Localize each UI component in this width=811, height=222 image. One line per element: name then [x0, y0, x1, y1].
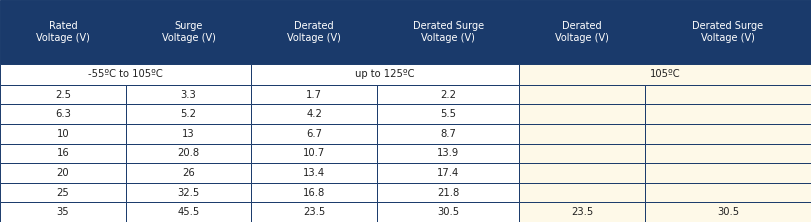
Bar — [251, 124, 377, 144]
Bar — [251, 63, 519, 85]
Bar — [126, 183, 251, 202]
Bar — [519, 63, 811, 85]
Bar — [377, 104, 519, 124]
Bar — [126, 202, 251, 222]
Bar — [0, 0, 126, 63]
Text: 16.8: 16.8 — [303, 188, 325, 198]
Bar — [0, 104, 126, 124]
Text: 23.5: 23.5 — [303, 207, 325, 217]
Text: 4.2: 4.2 — [307, 109, 322, 119]
Bar — [645, 104, 811, 124]
Bar — [645, 163, 811, 183]
Text: 16: 16 — [57, 148, 69, 158]
Text: 17.4: 17.4 — [437, 168, 459, 178]
Text: 105ºC: 105ºC — [650, 69, 680, 79]
Bar — [645, 144, 811, 163]
Text: 6.3: 6.3 — [55, 109, 71, 119]
Bar — [519, 183, 645, 202]
Text: 8.7: 8.7 — [440, 129, 456, 139]
Bar — [251, 0, 377, 63]
Text: Derated
Voltage (V): Derated Voltage (V) — [287, 21, 341, 43]
Bar — [126, 0, 251, 63]
Text: 1.7: 1.7 — [307, 89, 322, 99]
Text: up to 125ºC: up to 125ºC — [355, 69, 415, 79]
Text: 20: 20 — [57, 168, 69, 178]
Bar — [645, 202, 811, 222]
Bar — [251, 144, 377, 163]
Bar — [377, 124, 519, 144]
Text: 45.5: 45.5 — [178, 207, 200, 217]
Text: 35: 35 — [57, 207, 69, 217]
Bar — [645, 0, 811, 63]
Bar — [0, 144, 126, 163]
Bar — [519, 124, 645, 144]
Text: 13.4: 13.4 — [303, 168, 325, 178]
Text: 32.5: 32.5 — [178, 188, 200, 198]
Bar — [519, 144, 645, 163]
Text: Surge
Voltage (V): Surge Voltage (V) — [161, 21, 216, 43]
Bar — [251, 163, 377, 183]
Bar — [251, 202, 377, 222]
Text: 13.9: 13.9 — [437, 148, 459, 158]
Bar — [251, 183, 377, 202]
Text: Derated Surge
Voltage (V): Derated Surge Voltage (V) — [693, 21, 763, 43]
Bar — [377, 163, 519, 183]
Text: 25: 25 — [57, 188, 69, 198]
Bar — [0, 85, 126, 104]
Text: 13: 13 — [182, 129, 195, 139]
Text: 6.7: 6.7 — [307, 129, 322, 139]
Bar — [645, 183, 811, 202]
Text: Derated
Voltage (V): Derated Voltage (V) — [555, 21, 609, 43]
Bar — [645, 85, 811, 104]
Bar — [126, 104, 251, 124]
Text: -55ºC to 105ºC: -55ºC to 105ºC — [88, 69, 163, 79]
Text: 30.5: 30.5 — [717, 207, 739, 217]
Bar — [251, 104, 377, 124]
Bar — [519, 0, 645, 63]
Bar — [519, 163, 645, 183]
Text: 10: 10 — [57, 129, 69, 139]
Bar — [0, 124, 126, 144]
Bar — [519, 85, 645, 104]
Text: Rated
Voltage (V): Rated Voltage (V) — [36, 21, 90, 43]
Bar — [0, 163, 126, 183]
Text: 30.5: 30.5 — [437, 207, 459, 217]
Text: 2.5: 2.5 — [55, 89, 71, 99]
Bar — [0, 202, 126, 222]
Bar — [377, 144, 519, 163]
Bar — [126, 163, 251, 183]
Text: 26: 26 — [182, 168, 195, 178]
Bar — [519, 104, 645, 124]
Text: 3.3: 3.3 — [181, 89, 196, 99]
Bar — [251, 85, 377, 104]
Bar — [0, 63, 251, 85]
Text: 10.7: 10.7 — [303, 148, 325, 158]
Text: 5.5: 5.5 — [440, 109, 456, 119]
Text: 21.8: 21.8 — [437, 188, 459, 198]
Text: Derated Surge
Voltage (V): Derated Surge Voltage (V) — [413, 21, 483, 43]
Bar — [377, 183, 519, 202]
Bar — [645, 124, 811, 144]
Bar — [377, 85, 519, 104]
Bar — [126, 124, 251, 144]
Bar — [126, 85, 251, 104]
Bar — [377, 0, 519, 63]
Text: 23.5: 23.5 — [571, 207, 593, 217]
Bar — [0, 183, 126, 202]
Bar — [377, 202, 519, 222]
Text: 2.2: 2.2 — [440, 89, 456, 99]
Bar — [126, 144, 251, 163]
Bar — [519, 202, 645, 222]
Text: 20.8: 20.8 — [178, 148, 200, 158]
Text: 5.2: 5.2 — [181, 109, 196, 119]
